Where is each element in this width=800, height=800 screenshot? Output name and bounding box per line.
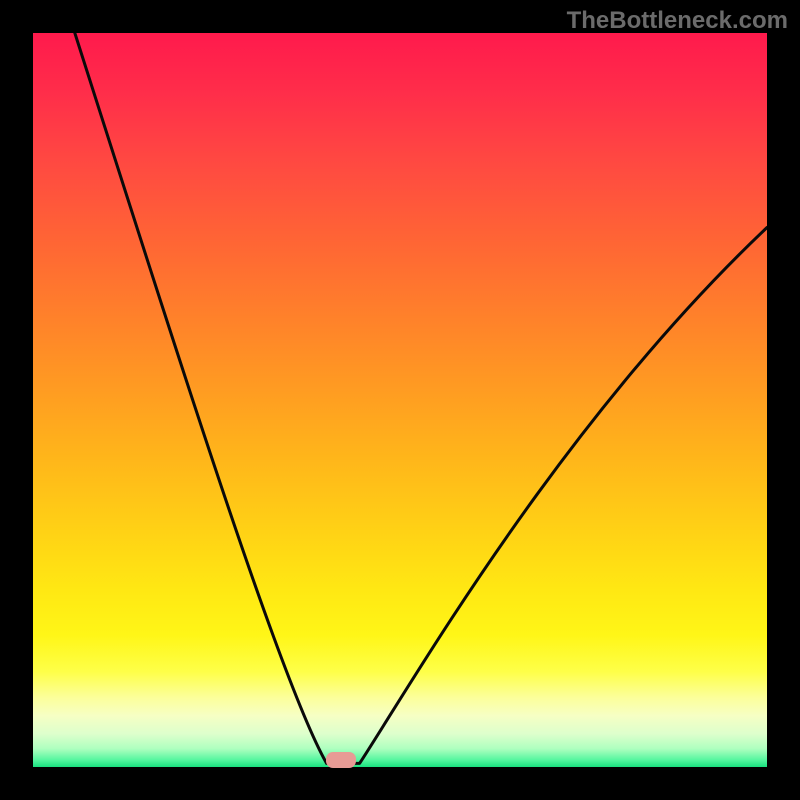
chart-stage: TheBottleneck.com [0, 0, 800, 800]
plot-area [33, 33, 767, 767]
watermark-text: TheBottleneck.com [567, 7, 788, 35]
minimum-marker [326, 752, 356, 768]
bottleneck-curve-svg [33, 33, 767, 767]
bottleneck-curve [75, 33, 767, 763]
